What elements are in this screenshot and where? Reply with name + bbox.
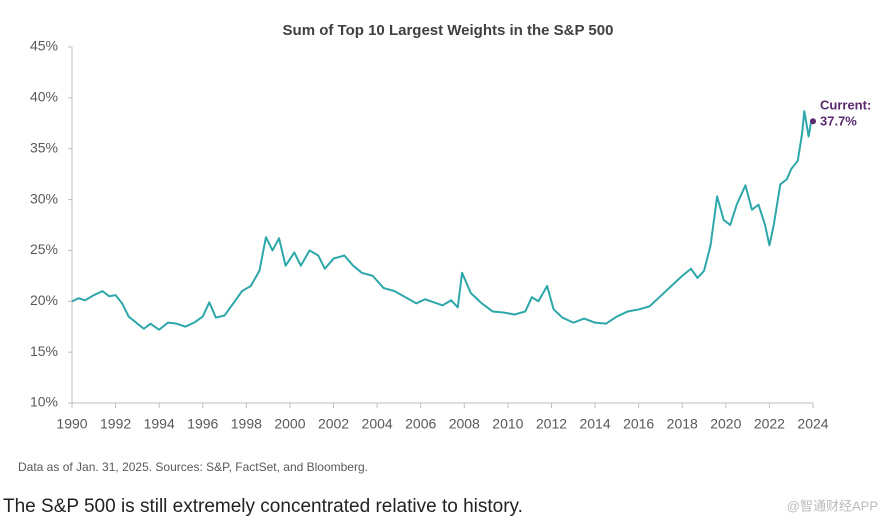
x-tick-label: 2002 — [318, 416, 349, 432]
line-series — [71, 110, 814, 331]
watermark: @智通财经APP — [787, 498, 878, 513]
y-tick-label: 25% — [30, 241, 58, 257]
x-tick-label: 2000 — [274, 416, 305, 432]
y-tick-label: 30% — [30, 190, 58, 206]
caption: The S&P 500 is still extremely concentra… — [3, 496, 523, 517]
y-tick-label: 40% — [30, 89, 58, 105]
current-marker — [810, 118, 816, 125]
y-tick-label: 15% — [30, 343, 58, 359]
y-tick-label: 45% — [30, 38, 58, 54]
x-tick-label: 2004 — [362, 416, 393, 432]
x-tick-label: 2014 — [579, 416, 610, 432]
chart-title: Sum of Top 10 Largest Weights in the S&P… — [283, 22, 614, 39]
x-tick-label: 2008 — [449, 416, 480, 432]
annotation: Current: — [820, 97, 871, 112]
y-tick-label: 35% — [30, 139, 58, 155]
x-tick-label: 2012 — [536, 416, 567, 432]
x-tick-label: 2024 — [797, 416, 828, 432]
x-tick-label: 2010 — [492, 416, 523, 432]
x-tick-label: 1996 — [187, 416, 218, 432]
x-tick-label: 2020 — [710, 416, 741, 432]
x-tick-label: 2022 — [754, 416, 785, 432]
x-tick-label: 1998 — [231, 416, 262, 432]
x-tick-label: 2016 — [623, 416, 654, 432]
x-tick-label: 1994 — [144, 416, 175, 432]
footnote: Data as of Jan. 31, 2025. Sources: S&P, … — [18, 460, 368, 474]
annotation-value: 37.7% — [820, 113, 857, 128]
y-tick-label: 20% — [30, 292, 58, 308]
y-tick-label: 10% — [30, 394, 58, 410]
x-tick-label: 2018 — [667, 416, 698, 432]
x-tick-label: 2006 — [405, 416, 436, 432]
x-tick-label: 1990 — [56, 416, 87, 432]
x-tick-label: 1992 — [100, 416, 131, 432]
